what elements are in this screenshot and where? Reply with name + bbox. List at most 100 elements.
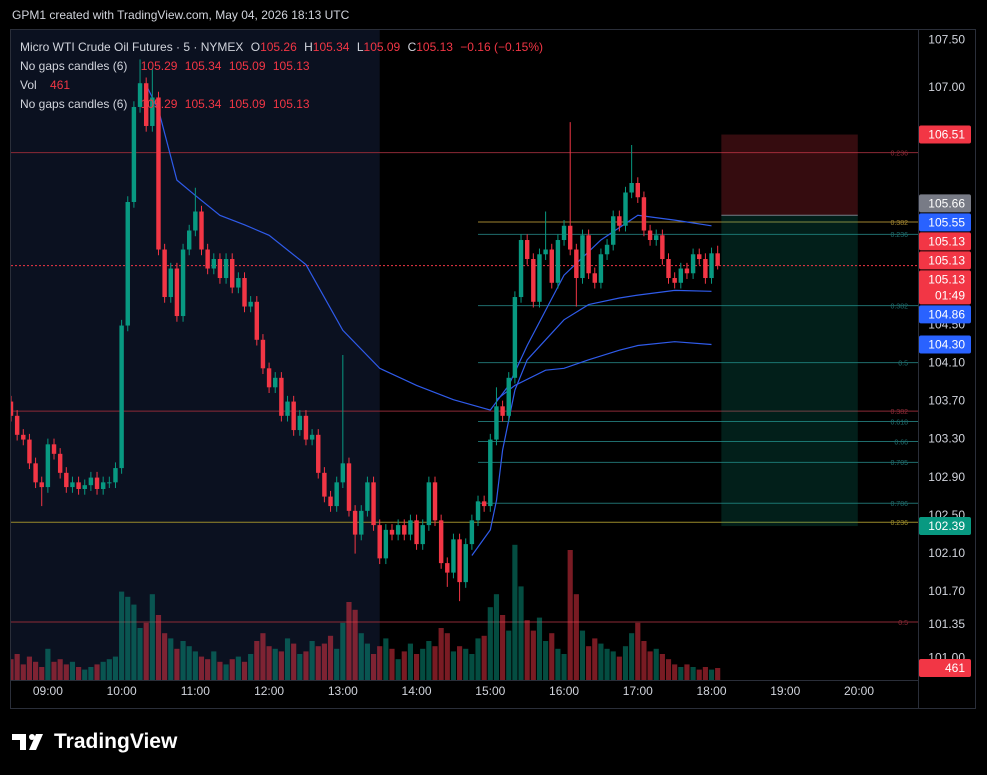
candle-body	[426, 482, 432, 526]
volume-bar	[174, 648, 180, 680]
volume-bar	[715, 668, 721, 680]
x-tick-label: 12:00	[254, 684, 284, 698]
volume-bar	[610, 651, 616, 680]
price-tag-label: 105.13	[928, 273, 965, 287]
volume-bar	[309, 641, 315, 680]
candle-body	[684, 268, 690, 274]
volume-bar	[327, 635, 334, 680]
ohlc-value: 105.09	[363, 40, 401, 54]
volume-bar	[76, 667, 82, 680]
volume-bar	[143, 622, 149, 680]
candle-body	[697, 254, 702, 260]
y-tick-label: 102.10	[928, 546, 965, 560]
legend-row: Vol 461	[20, 76, 543, 95]
candle-body	[119, 325, 124, 469]
volume-bar	[88, 667, 94, 680]
x-tick-label: 16:00	[549, 684, 579, 698]
candle-body	[248, 301, 253, 307]
candle-body	[242, 278, 247, 307]
indicator-name: Vol	[20, 78, 37, 92]
legend: Micro WTI Crude Oil Futures · 5 · NYMEX …	[20, 38, 543, 114]
volume-bar	[63, 664, 69, 680]
candle-body	[285, 401, 290, 416]
candle-body	[371, 482, 376, 526]
volume-bar	[51, 661, 57, 680]
candle-body	[273, 377, 278, 388]
candle-body	[193, 211, 198, 231]
candle-body	[617, 216, 622, 226]
volume-bar	[536, 617, 543, 680]
candle-body	[561, 225, 567, 241]
volume-bar	[198, 656, 205, 680]
volume-bar	[223, 664, 229, 680]
candle-body	[346, 463, 352, 511]
candle-body	[586, 235, 591, 274]
volume-bar	[500, 615, 506, 680]
x-tick-label: 18:00	[697, 684, 727, 698]
candle-body	[555, 240, 561, 283]
candle-body	[506, 377, 511, 416]
volume-bar	[665, 659, 672, 680]
volume-bar	[530, 630, 536, 680]
volume-bar	[39, 667, 45, 680]
volume-bar	[149, 594, 155, 680]
candle-body	[666, 259, 671, 279]
volume-bar	[321, 643, 327, 680]
candle-body	[445, 563, 450, 573]
volume-bar	[702, 667, 708, 680]
candle-body	[352, 510, 358, 535]
volume-bar	[592, 638, 598, 680]
volume-bar	[334, 648, 340, 680]
volume-bar	[260, 633, 266, 680]
candle-body	[279, 377, 284, 416]
ohlc-key: O	[250, 40, 261, 54]
price-tag-label: 105.13	[928, 254, 965, 268]
candle-body	[598, 254, 604, 283]
price-tag	[919, 270, 971, 305]
candle-body	[309, 434, 315, 440]
volume-bar	[708, 669, 715, 680]
volume-bar	[217, 661, 223, 680]
stop-zone	[721, 134, 858, 216]
price-tag-label: 105.55	[928, 216, 965, 230]
fib-label: 0.236	[890, 520, 908, 527]
volume-bar	[672, 664, 678, 680]
price-tag-label: 102.39	[928, 519, 965, 533]
target-zone	[721, 215, 858, 527]
volume-bar	[358, 633, 364, 680]
volume-bar	[45, 648, 51, 680]
volume-bar	[112, 656, 119, 680]
volume-bar	[248, 654, 254, 680]
volume-bar	[377, 646, 383, 680]
volume-bar	[684, 664, 690, 680]
volume-bar	[573, 594, 579, 680]
candle-body	[604, 244, 610, 255]
candle-body	[94, 477, 100, 489]
x-tick-label: 15:00	[475, 684, 505, 698]
volume-bar	[155, 615, 162, 680]
volume-bar	[407, 643, 414, 680]
ohlc-key: C	[407, 40, 417, 54]
volume-bar	[340, 622, 346, 680]
candle-body	[678, 268, 684, 283]
candle-body	[654, 235, 659, 241]
candle-body	[451, 539, 456, 573]
volume-bar	[315, 646, 321, 680]
volume-bar	[303, 651, 309, 680]
axes: 0.236 0.382 0.236 0.382 0.5 0.382 0.618 0.66 0.7…	[33, 33, 971, 698]
candle-body	[291, 401, 296, 431]
candle-body	[340, 463, 346, 483]
indicator-name: No gaps candles (6)	[20, 59, 128, 73]
volume-bar	[518, 586, 524, 680]
candle-body	[131, 106, 137, 203]
volume-bar	[635, 622, 641, 680]
volume-bar	[229, 659, 235, 680]
candle-body	[488, 439, 493, 507]
footer: TradingView	[12, 730, 177, 754]
volume-bar	[69, 661, 76, 680]
candle-body	[205, 249, 210, 269]
ohlc-key: H	[304, 40, 313, 54]
candle-body	[389, 529, 395, 535]
indicator-line	[471, 289, 712, 556]
x-tick-label: 19:00	[770, 684, 800, 698]
